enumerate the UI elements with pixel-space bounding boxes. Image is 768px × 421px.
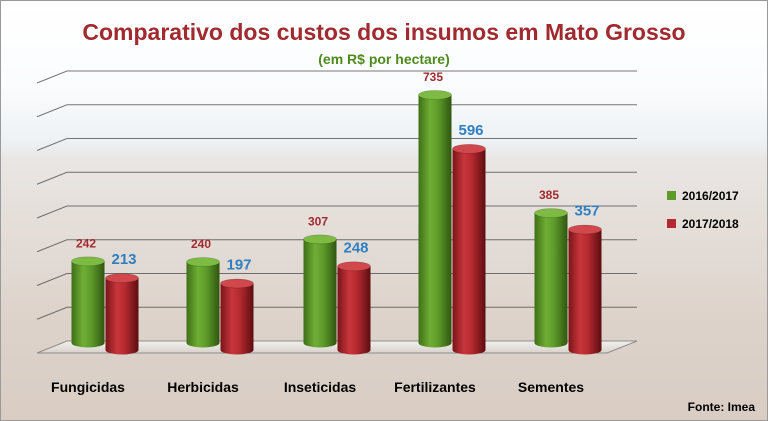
category-label-fertilizantes: Fertilizantes — [394, 379, 476, 395]
value-label-fungicidas-2016-2017: 242 — [76, 236, 96, 250]
legend-label-2016-2017: 2016/2017 — [682, 189, 739, 203]
source-note: Fonte: Imea — [687, 400, 755, 414]
gridline — [36, 70, 637, 84]
bar-sementes-2017-2018 — [568, 224, 602, 355]
gridline — [36, 104, 637, 118]
category-label-sementes: Sementes — [518, 379, 584, 395]
bar-inseticidas-2016-2017 — [303, 234, 337, 348]
category-label-fungicidas: Fungicidas — [51, 379, 125, 395]
value-label-herbicidas-2016-2017: 240 — [191, 237, 211, 251]
bar-herbicidas-2016-2017 — [186, 257, 220, 348]
category-label-inseticidas: Inseticidas — [284, 379, 357, 395]
legend-label-2017-2018: 2017/2018 — [682, 217, 739, 231]
gridline — [36, 138, 637, 151]
bar-fertilizantes-2016-2017 — [418, 90, 452, 348]
value-label-fertilizantes-2016-2017: 735 — [423, 70, 443, 84]
bars — [71, 90, 602, 355]
value-label-fertilizantes-2017-2018: 596 — [458, 122, 483, 139]
category-labels: Fungicidas Herbicidas Inseticidas Fertiliza… — [51, 379, 584, 395]
bar-sementes-2016-2017 — [534, 208, 568, 348]
bar-fertilizantes-2017-2018 — [452, 144, 486, 355]
category-label-herbicidas: Herbicidas — [167, 379, 239, 395]
gridline — [36, 171, 637, 185]
chart-title: Comparativo dos custos dos insumos em Ma… — [82, 19, 686, 45]
bar-fungicidas-2016-2017 — [71, 256, 105, 348]
bar-fungicidas-2017-2018 — [105, 273, 139, 355]
bar-inseticidas-2017-2018 — [337, 261, 371, 355]
chart-subtitle: (em R$ por hectare) — [318, 51, 450, 67]
value-label-fungicidas-2017-2018: 213 — [111, 251, 136, 268]
bar-herbicidas-2017-2018 — [220, 278, 254, 355]
value-label-sementes-2017-2018: 357 — [574, 203, 599, 220]
value-label-inseticidas-2016-2017: 307 — [308, 214, 328, 228]
value-labels: 242 213 240 197 307 248 735 596 385 357 — [76, 70, 600, 274]
legend: 2016/2017 2017/2018 — [667, 189, 739, 231]
legend-swatch-2017-2018 — [667, 219, 676, 228]
value-label-sementes-2016-2017: 385 — [539, 188, 559, 202]
value-label-herbicidas-2017-2018: 197 — [226, 257, 251, 274]
value-label-inseticidas-2017-2018: 248 — [343, 239, 368, 256]
legend-swatch-2016-2017 — [667, 191, 676, 200]
